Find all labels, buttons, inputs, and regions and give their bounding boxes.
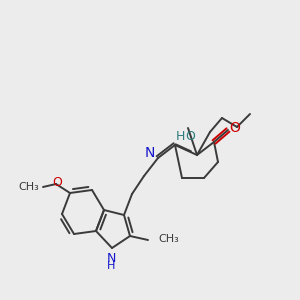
Text: N: N — [145, 146, 155, 160]
Text: H: H — [107, 261, 115, 271]
Text: H: H — [175, 130, 185, 142]
Text: O: O — [185, 130, 195, 142]
Text: N: N — [106, 251, 116, 265]
Text: CH₃: CH₃ — [18, 182, 39, 192]
Text: CH₃: CH₃ — [158, 234, 179, 244]
Text: O: O — [230, 121, 240, 135]
Text: O: O — [52, 176, 62, 188]
